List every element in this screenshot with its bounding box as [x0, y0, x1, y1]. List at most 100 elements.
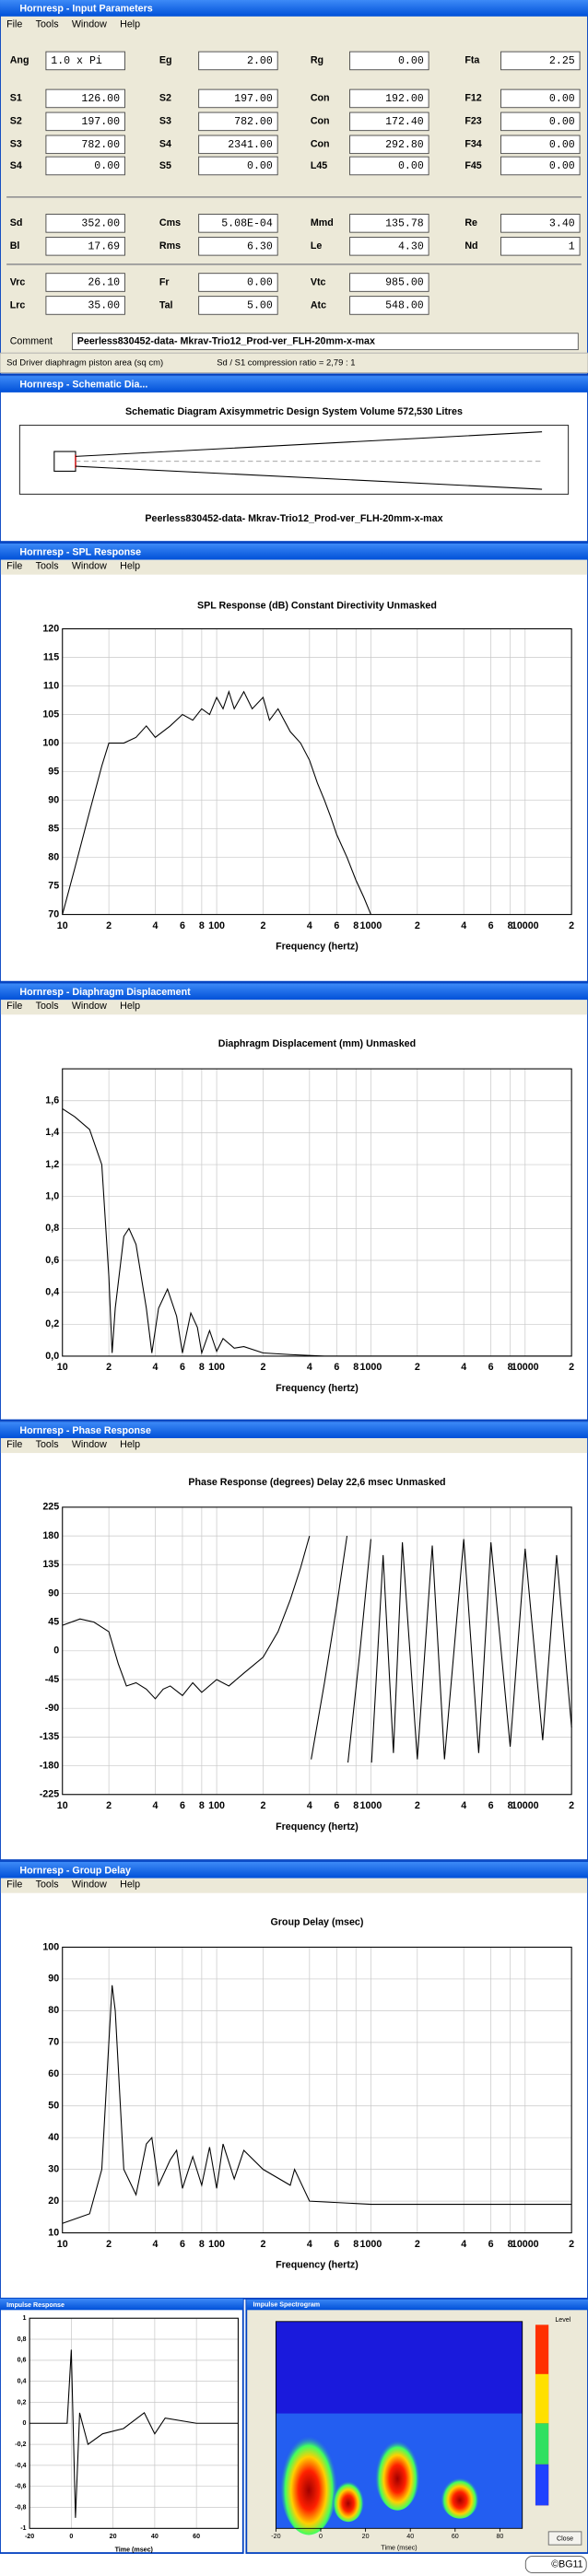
field-box[interactable] [349, 51, 429, 71]
menu-item[interactable]: Window [72, 1439, 107, 1450]
field-box[interactable] [500, 214, 581, 233]
menu-item[interactable]: Help [120, 1439, 140, 1450]
field-box[interactable] [198, 156, 278, 176]
menu-item[interactable]: Tools [36, 561, 59, 572]
data-line [29, 2349, 239, 2518]
x-tick-label: 4 [307, 1800, 312, 1811]
y-tick-label: 110 [43, 680, 59, 691]
y-tick-label: 85 [48, 823, 59, 834]
y-tick-label: 0,8 [45, 1223, 59, 1234]
field-box[interactable] [349, 156, 429, 176]
x-tick-label: 10000 [512, 2239, 539, 2250]
status-ratio: Sd / S1 compression ratio = 2,79 : 1 [217, 357, 355, 368]
field-label: Rms [159, 240, 181, 252]
field-box[interactable] [45, 51, 125, 71]
field-box[interactable] [198, 273, 278, 292]
x-tick-label: 1000 [360, 920, 382, 931]
field-label: S2 [159, 93, 171, 104]
menu-item[interactable]: Window [72, 19, 107, 30]
field-box[interactable] [349, 214, 429, 233]
menu-bar [0, 1000, 588, 1015]
menu-item[interactable]: File [6, 561, 22, 572]
menu-item[interactable]: Help [120, 1001, 140, 1012]
x-tick-label: 6 [488, 1800, 494, 1811]
field-box[interactable] [349, 296, 429, 315]
field-box[interactable] [198, 51, 278, 71]
title-bar [0, 0, 588, 17]
field-box[interactable] [198, 135, 278, 155]
field-label: F34 [465, 139, 481, 150]
field-value: 782.00 [81, 139, 120, 151]
field-box[interactable] [349, 88, 429, 109]
field-box[interactable] [198, 111, 278, 132]
field-box[interactable] [500, 135, 581, 155]
y-tick-label: 50 [48, 2101, 59, 2112]
y-tick-label: 0,2 [45, 1318, 59, 1329]
menu-item[interactable]: Tools [36, 1001, 59, 1012]
menu-item[interactable]: Help [120, 1879, 140, 1891]
field-box[interactable] [500, 51, 581, 71]
field-label: S2 [10, 116, 22, 127]
field-box[interactable] [198, 214, 278, 233]
field-box[interactable] [349, 111, 429, 132]
menu-item[interactable]: Window [72, 1001, 107, 1012]
comment-text: Peerless830452-data- Mkrav-Trio12_Prod-v… [77, 335, 375, 346]
field-box[interactable] [45, 111, 125, 132]
menu-item[interactable]: Tools [36, 1439, 59, 1450]
menu-item[interactable]: File [6, 1879, 22, 1891]
menu-item[interactable]: Tools [36, 19, 59, 30]
field-box[interactable] [198, 296, 278, 315]
x-tick-label: 4 [153, 1362, 159, 1373]
x-tick-label: 2 [415, 920, 420, 931]
field-label: S1 [10, 93, 22, 104]
field-box[interactable] [45, 214, 125, 233]
field-box[interactable] [349, 135, 429, 155]
field-value: 4.30 [398, 240, 424, 252]
field-box[interactable] [198, 88, 278, 109]
field-box[interactable] [45, 237, 125, 256]
close-button[interactable] [547, 2531, 582, 2546]
menu-item[interactable]: Help [120, 19, 140, 30]
x-tick-label: 2 [106, 2239, 112, 2250]
y-tick-label: 0,2 [18, 2398, 27, 2406]
stamp: ©BG11 [551, 2558, 582, 2570]
title-bar [0, 2298, 243, 2311]
field-box[interactable] [45, 273, 125, 292]
data-line [62, 1535, 572, 1763]
field-box[interactable] [45, 156, 125, 176]
title-bar [0, 543, 588, 560]
field-value: 292.80 [385, 139, 424, 151]
field-box[interactable] [45, 88, 125, 109]
schematic-heading: Schematic Diagram Axisymmetric Design Sy… [125, 406, 463, 417]
field-label: Vtc [311, 276, 326, 287]
field-box[interactable] [500, 88, 581, 109]
y-tick-label: 1,4 [45, 1127, 59, 1138]
x-tick-label: 8 [199, 920, 205, 931]
title-bar [246, 2298, 588, 2311]
field-box[interactable] [500, 156, 581, 176]
field-box[interactable] [45, 296, 125, 315]
field-box[interactable] [198, 237, 278, 256]
menu-item[interactable]: File [6, 1001, 22, 1012]
menu-item[interactable]: File [6, 1439, 22, 1450]
menu-item[interactable]: Window [72, 1879, 107, 1891]
field-box[interactable] [349, 273, 429, 292]
y-tick-label: 120 [42, 623, 59, 634]
menu-item[interactable]: Window [72, 561, 107, 572]
menu-item[interactable]: Help [120, 561, 140, 572]
comment-box[interactable] [71, 333, 579, 351]
x-tick-label: 2 [569, 920, 574, 931]
field-box[interactable] [500, 237, 581, 256]
field-box[interactable] [500, 111, 581, 132]
x-tick-label: 20 [110, 2533, 117, 2540]
field-value: 1 [569, 240, 575, 252]
x-tick-label: 4 [307, 920, 312, 931]
x-tick-label: 8 [199, 1362, 205, 1373]
x-tick-label: 6 [180, 920, 185, 931]
field-box[interactable] [45, 135, 125, 155]
field-box[interactable] [349, 237, 429, 256]
menu-item[interactable]: Tools [36, 1879, 59, 1891]
menu-item[interactable]: File [6, 19, 22, 30]
field-value: 548.00 [385, 300, 424, 312]
x-tick-label: 2 [415, 1800, 420, 1811]
